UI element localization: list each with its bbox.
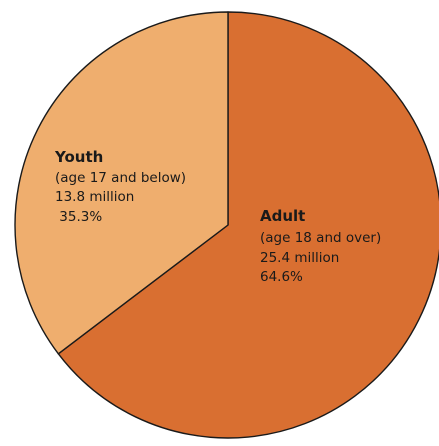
slice-label-adult-percent: 64.6% [260,269,303,285]
slices-layer [14,11,439,439]
pie-slice-youth [14,11,229,355]
slice-label-youth-amount: 13.8 million [55,189,134,205]
pie-slice-adult [57,11,439,439]
slice-label-youth-name: Youth [54,148,103,166]
slice-label-adult-name: Adult [260,207,305,225]
slice-label-youth-percent: 35.3% [55,209,102,225]
slice-label-adult-detail: (age 18 and over) [260,230,381,246]
slice-label-adult-amount: 25.4 million [260,250,339,266]
slice-label-youth-detail: (age 17 and below) [55,170,186,186]
